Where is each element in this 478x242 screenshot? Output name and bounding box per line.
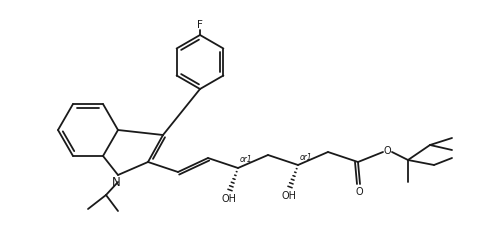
- Text: OH: OH: [221, 194, 237, 204]
- Text: O: O: [355, 187, 363, 197]
- Text: or1: or1: [240, 156, 253, 165]
- Text: OH: OH: [282, 191, 296, 201]
- Text: N: N: [112, 176, 120, 189]
- Text: F: F: [197, 20, 203, 30]
- Text: O: O: [383, 146, 391, 156]
- Text: or1: or1: [300, 152, 313, 161]
